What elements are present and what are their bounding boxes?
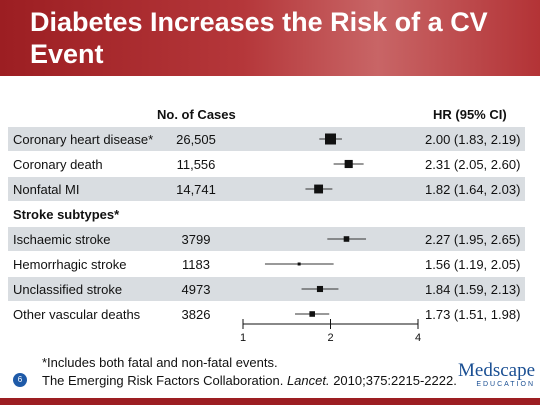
x-tick-label: 1 [240, 332, 246, 344]
row-cases: 1183 [182, 257, 210, 272]
row-label: Nonfatal MI [13, 182, 80, 197]
row-hr: 1.82 (1.64, 2.03) [425, 182, 521, 197]
hr-marker [316, 285, 324, 293]
row-hr: 1.56 (1.19, 2.05) [425, 257, 521, 272]
page-number: 6 [13, 373, 27, 387]
row-hr: 2.27 (1.95, 2.65) [425, 232, 521, 247]
row-label: Unclassified stroke [13, 282, 123, 297]
bottom-bar [0, 398, 540, 405]
row-label: Hemorrhagic stroke [13, 257, 127, 272]
hr-marker [309, 311, 315, 317]
row-label: Coronary heart disease* [13, 132, 154, 147]
row-hr: 1.84 (1.59, 2.13) [425, 282, 521, 297]
hr-marker [325, 133, 336, 145]
row-cases: 3826 [181, 307, 211, 322]
title-banner [0, 0, 540, 76]
x-tick-label: 2 [327, 332, 333, 344]
hr-marker [297, 262, 301, 266]
medscape-logo: Medscape EDUCATION [458, 360, 536, 389]
column-header-cases: No. of Cases [157, 107, 236, 122]
citation-authors: The Emerging Risk Factors Collaboration. [42, 373, 287, 388]
footnote: *Includes both fatal and non-fatal event… [42, 355, 278, 370]
row-cases: 3799 [181, 232, 211, 247]
section-label: Stroke subtypes* [13, 207, 120, 222]
row-hr: 2.31 (2.05, 2.60) [425, 157, 521, 172]
hr-marker [343, 236, 350, 242]
row-band [8, 177, 525, 201]
x-tick-label: 4 [415, 332, 421, 344]
row-band [8, 227, 525, 251]
logo-subtitle: EDUCATION [476, 381, 536, 388]
row-band [8, 277, 525, 301]
row-cases: 14,741 [176, 182, 216, 197]
hr-marker [344, 159, 353, 169]
row-label: Coronary death [13, 157, 103, 172]
row-cases: 26,505 [176, 132, 216, 147]
citation-journal: Lancet. [286, 373, 330, 388]
hr-marker [314, 184, 324, 194]
row-label: Other vascular deaths [13, 307, 141, 322]
row-hr: 1.73 (1.51, 1.98) [425, 307, 521, 322]
row-cases: 4973 [181, 282, 211, 297]
logo-brand: Medscape [458, 360, 536, 381]
row-hr: 2.00 (1.83, 2.19) [425, 132, 521, 147]
row-band [8, 127, 525, 151]
row-cases: 11,556 [176, 157, 216, 172]
citation: The Emerging Risk Factors Collaboration.… [42, 373, 457, 388]
column-header-hr: HR (95% CI) [433, 107, 507, 122]
citation-details: 2010;375:2215-2222. [329, 373, 457, 388]
row-label: Ischaemic stroke [13, 232, 111, 247]
slide-title: Diabetes Increases the Risk of a CV Even… [30, 7, 488, 69]
